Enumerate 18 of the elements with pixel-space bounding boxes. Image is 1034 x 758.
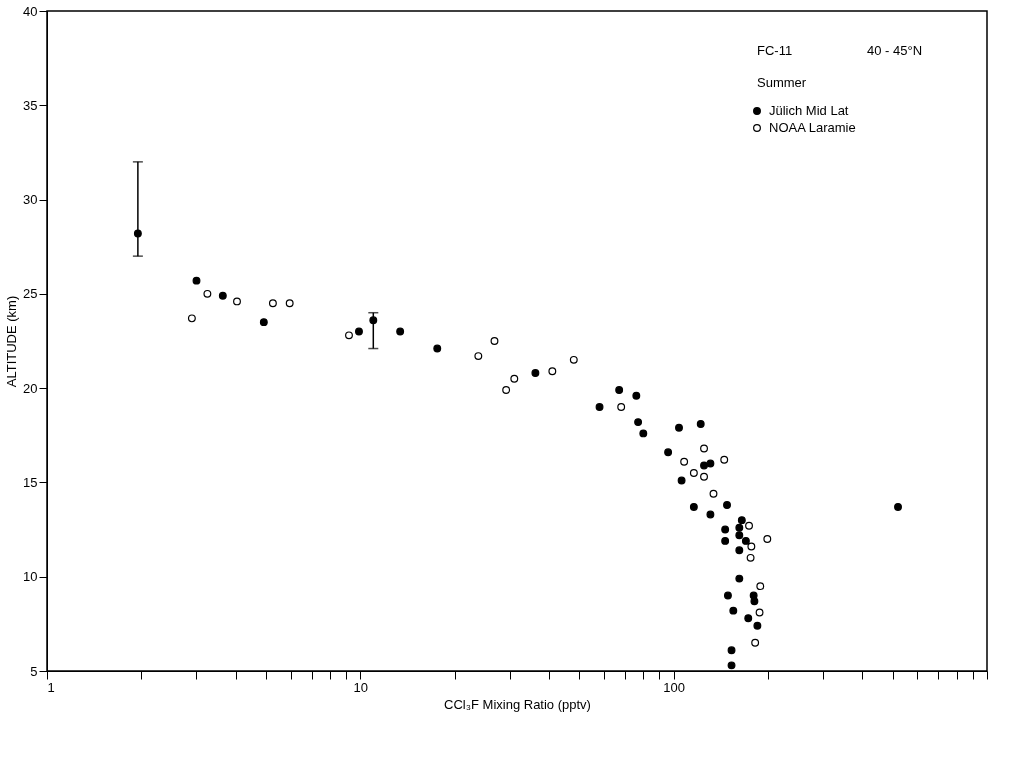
x-tick-label: 100: [663, 679, 686, 695]
y-tick-label: 35: [23, 97, 38, 113]
annotation: Summer: [757, 75, 807, 90]
y-tick-label: 15: [23, 474, 38, 490]
y-tick-label: 40: [23, 3, 38, 19]
y-tick-label: 30: [23, 192, 38, 208]
x-axis-title: CCl₃F Mixing Ratio (pptv): [444, 696, 591, 712]
x-tick-label: 1: [47, 679, 55, 695]
annotation: 40 - 45°N: [867, 43, 923, 58]
y-tick-label: 25: [23, 286, 38, 302]
x-tick-label: 10: [353, 679, 369, 695]
annotation: FC-11: [757, 43, 793, 58]
y-tick-label: 10: [23, 569, 38, 585]
legend-label: NOAA Laramie: [769, 120, 856, 135]
legend-label: Jülich Mid Lat: [769, 103, 849, 118]
y-tick-label: 5: [30, 663, 38, 679]
y-axis-title: ALTITUDE (km): [4, 295, 20, 388]
y-tick-label: 20: [23, 380, 38, 396]
